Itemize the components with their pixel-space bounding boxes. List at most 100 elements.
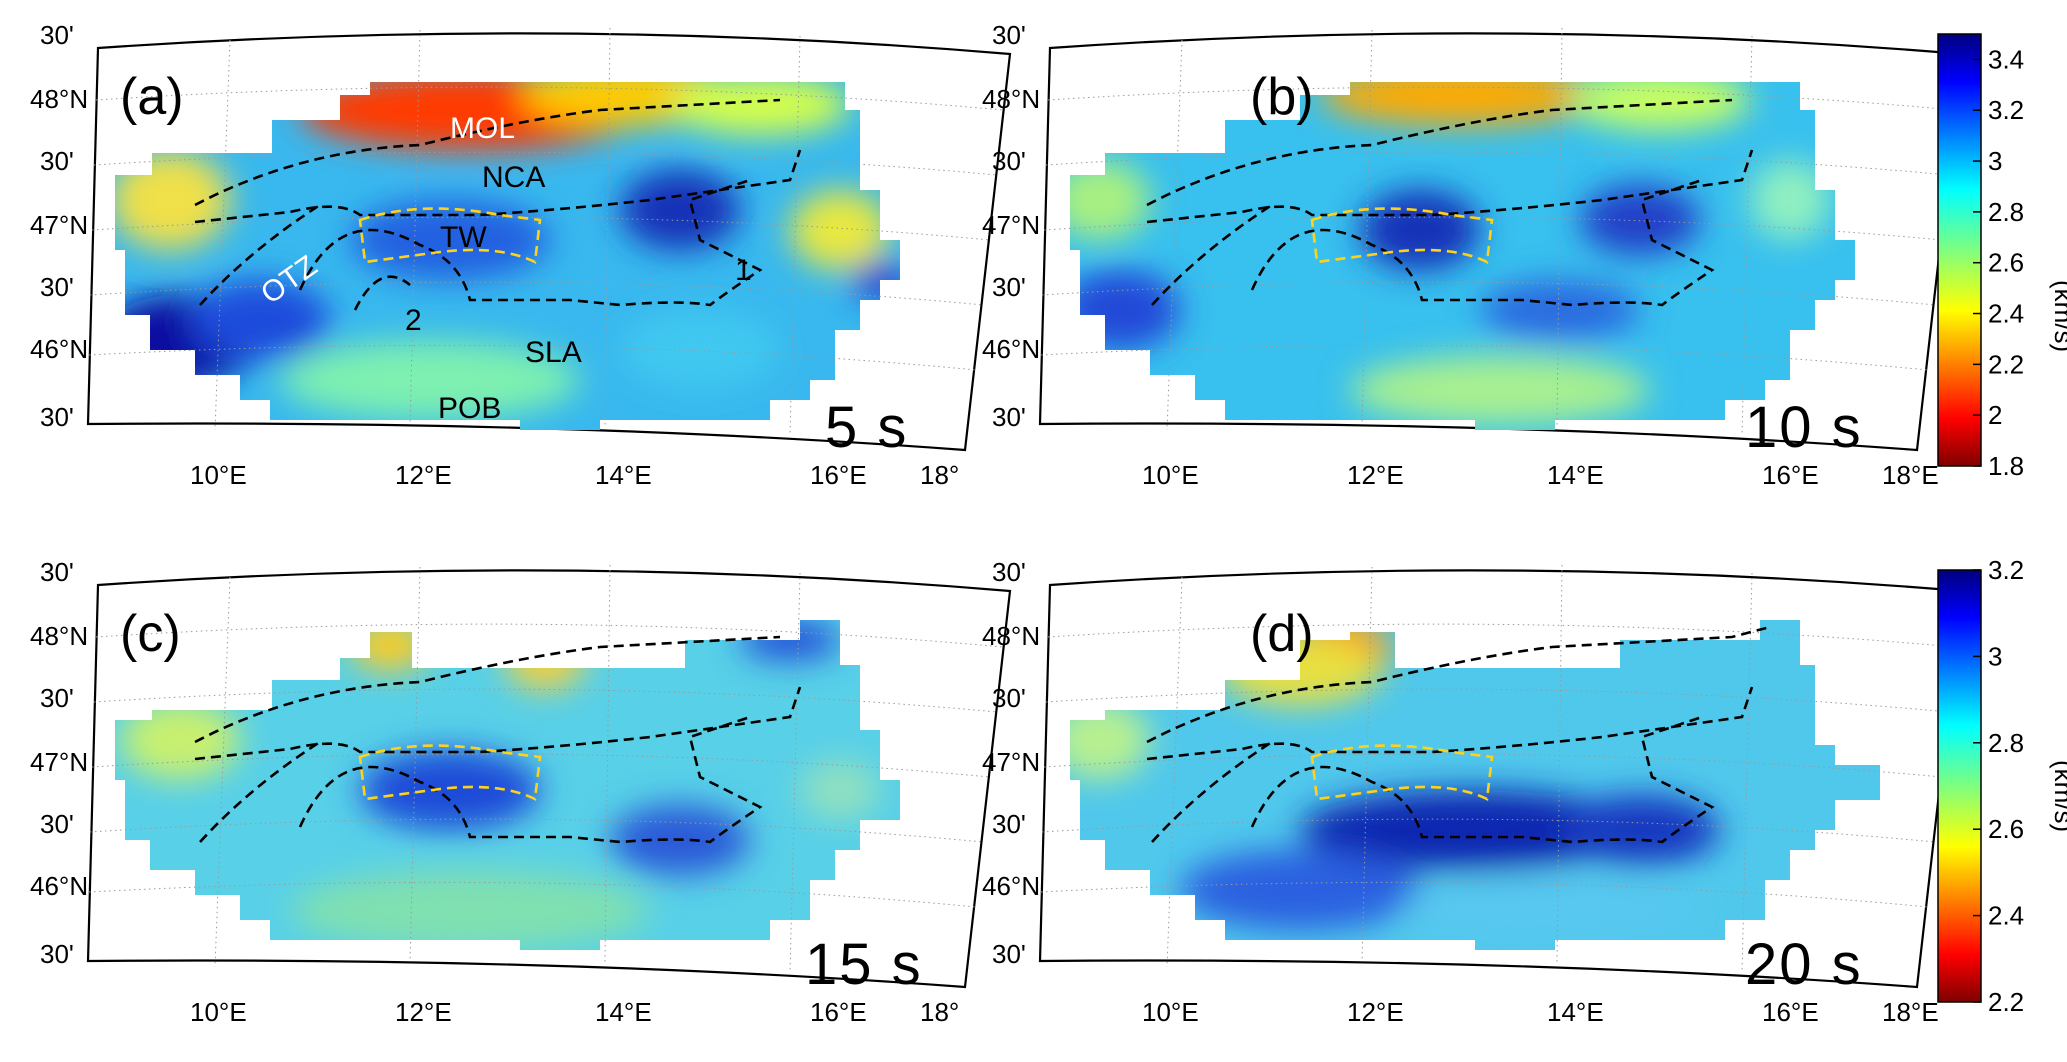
svg-text:12°E: 12°E xyxy=(1347,460,1404,490)
svg-text:30': 30' xyxy=(40,146,74,176)
panel-label-b: (b) xyxy=(1250,68,1314,126)
svg-text:16°E: 16°E xyxy=(1762,997,1819,1027)
colorbar-tick-label: 3 xyxy=(1988,641,2002,671)
svg-text:18°E: 18°E xyxy=(1882,460,1939,490)
panel-label-a: (a) xyxy=(120,68,184,126)
lon-ticks-b: 10°E 12°E 14°E 16°E 18°E xyxy=(1142,460,1939,490)
colorbar-tick-label: 2.6 xyxy=(1988,248,2024,278)
svg-text:46°N: 46°N xyxy=(982,871,1040,901)
period-label-a: 5 s xyxy=(825,395,908,460)
svg-text:30': 30' xyxy=(992,402,1026,432)
svg-text:14°E: 14°E xyxy=(595,997,652,1027)
colorbar-tick-label: 3.2 xyxy=(1988,555,2024,585)
svg-text:30': 30' xyxy=(992,20,1026,50)
label-2: 2 xyxy=(405,304,422,337)
svg-text:47°N: 47°N xyxy=(30,747,88,777)
colorbar-bottom: 3.2 3 2.8 2.6 2.4 2.2 (km/s) xyxy=(1937,555,2067,1017)
svg-text:10°E: 10°E xyxy=(1142,460,1199,490)
svg-text:12°E: 12°E xyxy=(395,460,452,490)
lon-ticks-d: 10°E 12°E 14°E 16°E 18°E xyxy=(1142,997,1939,1027)
svg-text:48°N: 48°N xyxy=(30,84,88,114)
lat-ticks-b: 30' 48°N 30' 47°N 30' 46°N 30' xyxy=(982,20,1040,432)
svg-text:30': 30' xyxy=(40,272,74,302)
svg-text:47°N: 47°N xyxy=(982,747,1040,777)
panel-c: (c) 15 s 30' 48°N 30' 47°N 30' 46°N 30' … xyxy=(30,557,1012,1027)
svg-text:46°N: 46°N xyxy=(982,334,1040,364)
colorbar-tick-label: 2.8 xyxy=(1988,728,2024,758)
svg-text:30': 30' xyxy=(40,683,74,713)
colorbar-tick-label: 2.2 xyxy=(1988,349,2024,379)
colorbar-tick-label: 2 xyxy=(1988,400,2002,430)
label-sla: SLA xyxy=(525,336,582,369)
label-1: 1 xyxy=(735,254,752,287)
tectonic-boundaries xyxy=(1146,98,1754,307)
label-mol: MOL xyxy=(450,112,515,145)
colorbar-gradient xyxy=(1937,33,1982,467)
svg-text:14°E: 14°E xyxy=(1547,460,1604,490)
svg-text:16°E: 16°E xyxy=(1762,460,1819,490)
svg-text:30': 30' xyxy=(992,809,1026,839)
tectonic-boundaries xyxy=(194,635,802,844)
label-pob: POB xyxy=(438,392,501,425)
svg-text:12°E: 12°E xyxy=(395,997,452,1027)
period-label-b: 10 s xyxy=(1745,395,1863,460)
svg-text:30': 30' xyxy=(992,146,1026,176)
colorbar-tick-label: 2.2 xyxy=(1988,987,2024,1017)
colorbar-tick-label: 2.4 xyxy=(1988,901,2024,931)
svg-text:10°E: 10°E xyxy=(1142,997,1199,1027)
svg-text:18°: 18° xyxy=(920,997,959,1027)
lon-ticks-c: 10°E 12°E 14°E 16°E 18° xyxy=(190,997,959,1027)
period-label-c: 15 s xyxy=(805,932,923,997)
svg-text:48°N: 48°N xyxy=(982,621,1040,651)
svg-text:12°E: 12°E xyxy=(1347,997,1404,1027)
graticule xyxy=(88,564,1004,973)
svg-text:18°E: 18°E xyxy=(1882,997,1939,1027)
panel-label-c: (c) xyxy=(120,605,181,663)
colorbar-tick-label: 2.6 xyxy=(1988,814,2024,844)
colorbar-unit: (km/s) xyxy=(2049,280,2067,352)
svg-text:46°N: 46°N xyxy=(30,334,88,364)
svg-text:30': 30' xyxy=(40,809,74,839)
svg-text:30': 30' xyxy=(992,683,1026,713)
svg-text:30': 30' xyxy=(40,557,74,587)
period-label-d: 20 s xyxy=(1745,932,1863,997)
colorbar-ticks: 3.2 3 2.8 2.6 2.4 2.2 xyxy=(1973,555,2024,1017)
svg-text:14°E: 14°E xyxy=(1547,997,1604,1027)
panel-a: MOL NCA TW OTZ 1 2 SLA POB (a) 5 s 30' 4… xyxy=(30,20,1012,490)
graticule xyxy=(1040,27,1956,436)
svg-text:47°N: 47°N xyxy=(30,210,88,240)
graticule xyxy=(88,27,1004,436)
velocity-field xyxy=(115,620,900,950)
svg-text:30': 30' xyxy=(40,20,74,50)
svg-text:30': 30' xyxy=(992,272,1026,302)
svg-text:18°: 18° xyxy=(920,460,959,490)
colorbar-tick-label: 3.4 xyxy=(1988,44,2024,74)
velocity-field xyxy=(1070,82,1855,430)
map-frame xyxy=(86,32,1012,452)
colorbar-tick-label: 3 xyxy=(1988,146,2002,176)
svg-text:30': 30' xyxy=(40,402,74,432)
colorbar-ticks: 3.4 3.2 3 2.8 2.6 2.4 2.2 2 1.8 xyxy=(1973,44,2024,481)
svg-text:30': 30' xyxy=(992,939,1026,969)
svg-text:10°E: 10°E xyxy=(190,997,247,1027)
svg-text:48°N: 48°N xyxy=(982,84,1040,114)
colorbar-tick-label: 3.2 xyxy=(1988,95,2024,125)
lat-ticks-d: 30' 48°N 30' 47°N 30' 46°N 30' xyxy=(982,557,1040,969)
tectonic-boundaries xyxy=(1146,625,1771,844)
label-nca: NCA xyxy=(482,161,545,194)
colorbar-tick-label: 2.8 xyxy=(1988,197,2024,227)
svg-text:16°E: 16°E xyxy=(810,997,867,1027)
colorbar-tick-label: 1.8 xyxy=(1988,451,2024,481)
tectonic-boundaries xyxy=(194,98,802,311)
colorbar-unit: (km/s) xyxy=(2049,760,2067,832)
svg-text:30': 30' xyxy=(40,939,74,969)
map-frame xyxy=(86,569,1012,989)
colorbar-tick-label: 2.4 xyxy=(1988,299,2024,329)
svg-text:10°E: 10°E xyxy=(190,460,247,490)
svg-text:46°N: 46°N xyxy=(30,871,88,901)
colorbar-gradient xyxy=(1937,569,1982,1003)
svg-text:14°E: 14°E xyxy=(595,460,652,490)
lat-ticks-c: 30' 48°N 30' 47°N 30' 46°N 30' xyxy=(30,557,88,969)
